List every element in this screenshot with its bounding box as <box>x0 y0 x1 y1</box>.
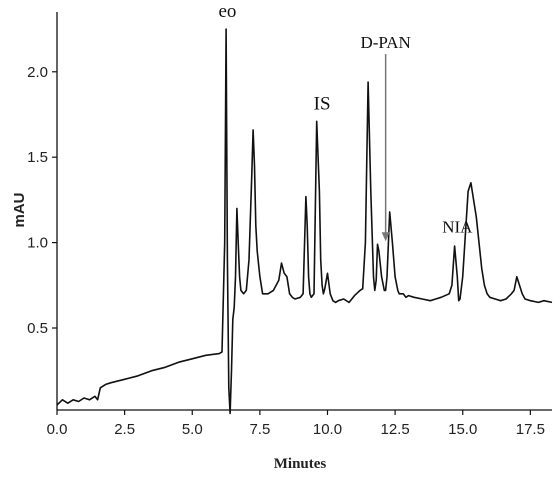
annotation-nia: NIA <box>442 217 473 236</box>
x-tick-label: 10.0 <box>313 421 342 438</box>
y-ticks: 0.5 1.0 1.5 2.0 <box>27 64 57 337</box>
annotation-is: IS <box>314 93 331 114</box>
x-tick-label: 12.5 <box>381 421 410 438</box>
y-tick-label: 1.0 <box>27 235 48 252</box>
y-axis-title: mAU <box>11 192 28 227</box>
y-tick-label: 1.5 <box>27 149 48 166</box>
annotation-eo: eo <box>218 1 236 22</box>
y-tick-label: 0.5 <box>27 320 48 337</box>
y-tick-label: 2.0 <box>27 64 48 81</box>
x-tick-label: 2.5 <box>114 421 135 438</box>
x-tick-label: 5.0 <box>182 421 203 438</box>
x-tick-label: 15.0 <box>448 421 477 438</box>
peak-annotations: eo IS D-PAN NIA <box>218 1 473 242</box>
x-tick-label: 0.0 <box>47 421 68 438</box>
x-axis-title: Minutes <box>274 456 327 472</box>
annotation-arrow-head <box>381 232 390 242</box>
x-tick-label: 7.5 <box>249 421 270 438</box>
x-ticks: 0.0 2.5 5.0 7.5 10.0 12.5 15.0 17.5 <box>47 410 545 438</box>
axes <box>56 12 552 411</box>
x-tick-label: 17.5 <box>516 421 545 438</box>
annotation-d-pan: D-PAN <box>360 33 410 52</box>
chromatogram-line <box>56 28 553 415</box>
